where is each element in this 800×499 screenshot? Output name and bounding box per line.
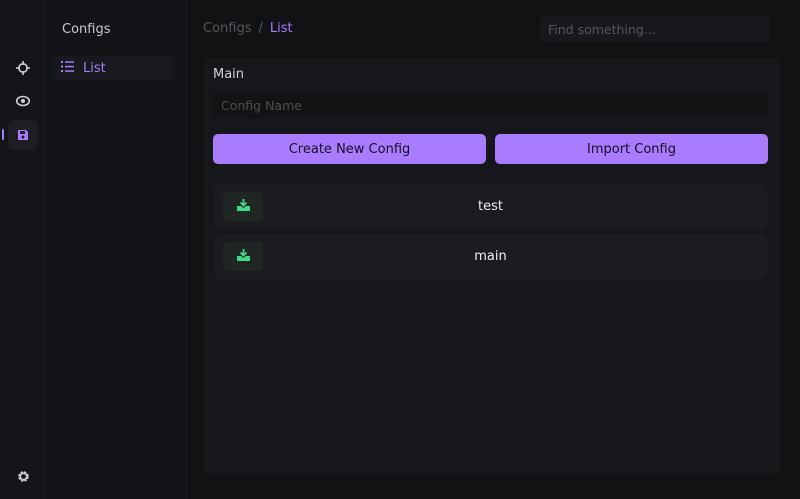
icon-rail <box>0 0 45 499</box>
config-name-input[interactable] <box>213 92 768 118</box>
breadcrumb: Configs / List <box>203 21 293 36</box>
crosshair-icon[interactable] <box>8 53 38 83</box>
save-icon[interactable] <box>8 120 38 150</box>
breadcrumb-current: List <box>269 21 293 36</box>
create-config-button[interactable]: Create New Config <box>213 134 486 164</box>
sidebar: Configs List <box>45 0 187 499</box>
breadcrumb-parent[interactable]: Configs <box>203 21 252 36</box>
gear-icon[interactable] <box>8 461 38 491</box>
active-indicator <box>2 129 4 140</box>
breadcrumb-separator: / <box>258 21 263 36</box>
panel-title: Main <box>213 67 245 82</box>
sidebar-item-label: List <box>83 61 106 76</box>
sidebar-item-list[interactable]: List <box>53 56 173 81</box>
main-panel: Main Create New Config Import Config tes… <box>204 58 780 475</box>
search-input[interactable] <box>540 16 770 42</box>
download-icon <box>236 249 250 264</box>
download-button[interactable] <box>223 192 263 221</box>
config-row: main <box>214 234 767 279</box>
import-config-button[interactable]: Import Config <box>495 134 768 164</box>
config-name: test <box>478 199 503 214</box>
config-row: test <box>214 184 767 229</box>
config-name: main <box>474 249 507 264</box>
download-icon <box>236 199 250 214</box>
eye-icon[interactable] <box>8 86 38 116</box>
sidebar-title: Configs <box>62 22 111 37</box>
list-icon <box>61 61 74 76</box>
download-button[interactable] <box>223 242 263 271</box>
